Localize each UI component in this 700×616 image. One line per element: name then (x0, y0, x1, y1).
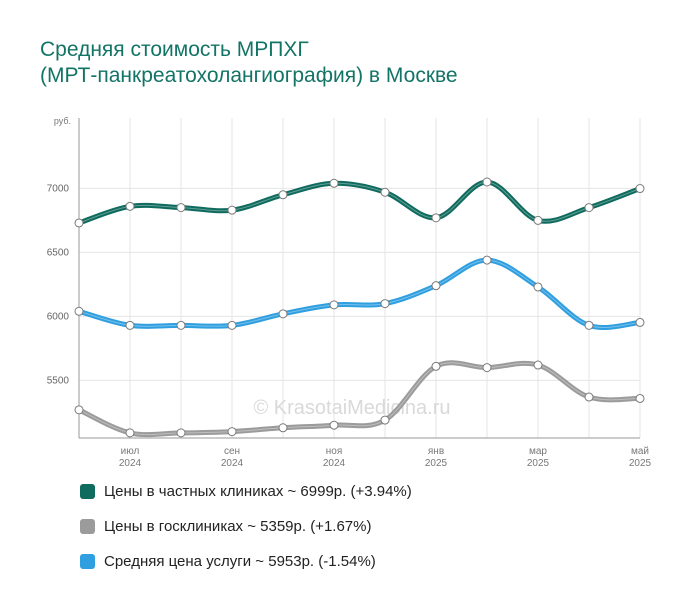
data-point-public (431, 361, 441, 371)
data-point-average (380, 299, 390, 309)
data-point-average (482, 255, 492, 265)
legend-item-average[interactable]: Средняя цена услуги ~ 5953р. (-1.54%) (80, 553, 412, 570)
data-point-average (584, 320, 594, 330)
data-point-private (482, 177, 492, 187)
data-point-public (278, 423, 288, 433)
x-tick-label-month: ноя (326, 446, 343, 457)
data-point-private (74, 218, 84, 228)
watermark: © KrasotaiMedicina.ru (253, 397, 450, 419)
data-point-private (329, 178, 339, 188)
x-tick-label-year: 2024 (221, 458, 244, 469)
data-point-average (533, 282, 543, 292)
y-tick-label: 5500 (47, 375, 70, 386)
legend: Цены в частных клиниках ~ 6999р. (+3.94%… (80, 483, 412, 588)
legend-label-private: Цены в частных клиниках ~ 6999р. (+3.94%… (104, 483, 412, 500)
y-tick-label: 7000 (47, 183, 70, 194)
data-point-average (227, 320, 237, 330)
data-point-public (176, 428, 186, 438)
data-point-private (431, 213, 441, 223)
x-tick-label-year: 2024 (323, 458, 346, 469)
data-point-private (533, 215, 543, 225)
data-point-private (227, 205, 237, 215)
y-axis-unit-label: руб. (54, 116, 71, 126)
x-tick-label-month: июл (121, 446, 140, 457)
chart-title-line2: (МРТ-панкреатохолангиография) в Москве (40, 64, 458, 87)
x-tick-label-year: 2025 (629, 458, 652, 469)
series-line-highlight-average (78, 259, 641, 328)
data-point-public (125, 428, 135, 438)
data-point-average (278, 309, 288, 319)
legend-swatch-average (80, 554, 95, 569)
line-chart: 5500600065007000руб.июл2024сен2024ноя202… (47, 116, 652, 469)
data-point-public (533, 360, 543, 370)
legend-item-private[interactable]: Цены в частных клиниках ~ 6999р. (+3.94%… (80, 483, 412, 500)
data-point-private (125, 201, 135, 211)
data-point-private (176, 203, 186, 213)
legend-label-average: Средняя цена услуги ~ 5953р. (-1.54%) (104, 553, 376, 570)
chart-title-line1: Средняя стоимость МРПХГ (40, 38, 309, 61)
chart-title: Средняя стоимость МРПХГ (МРТ-панкреатохо… (40, 37, 458, 89)
x-tick-label-month: янв (428, 446, 444, 457)
data-point-average (431, 281, 441, 291)
data-point-public (227, 427, 237, 437)
y-tick-label: 6500 (47, 247, 70, 258)
series-line-average (76, 257, 643, 330)
data-point-average (635, 317, 645, 327)
x-tick-label-month: сен (224, 446, 240, 457)
data-point-public (380, 415, 390, 425)
data-point-private (278, 190, 288, 200)
legend-item-public[interactable]: Цены в госклиниках ~ 5359р. (+1.67%) (80, 518, 412, 535)
data-point-public (74, 405, 84, 415)
x-tick-label-year: 2024 (119, 458, 142, 469)
x-tick-label-month: мар (529, 446, 547, 457)
data-point-average (125, 320, 135, 330)
data-point-average (176, 320, 186, 330)
data-point-public (584, 392, 594, 402)
data-point-public (482, 363, 492, 373)
x-tick-label-year: 2025 (425, 458, 448, 469)
data-point-average (329, 300, 339, 310)
legend-label-public: Цены в госклиниках ~ 5359р. (+1.67%) (104, 518, 372, 535)
data-point-private (380, 187, 390, 197)
legend-swatch-private (80, 484, 95, 499)
y-tick-label: 6000 (47, 311, 70, 322)
data-point-public (329, 420, 339, 430)
legend-swatch-public (80, 519, 95, 534)
data-point-private (584, 203, 594, 213)
data-point-private (635, 184, 645, 194)
data-point-public (635, 393, 645, 403)
x-tick-label-year: 2025 (527, 458, 550, 469)
x-tick-label-month: май (631, 446, 649, 457)
data-point-average (74, 306, 84, 316)
